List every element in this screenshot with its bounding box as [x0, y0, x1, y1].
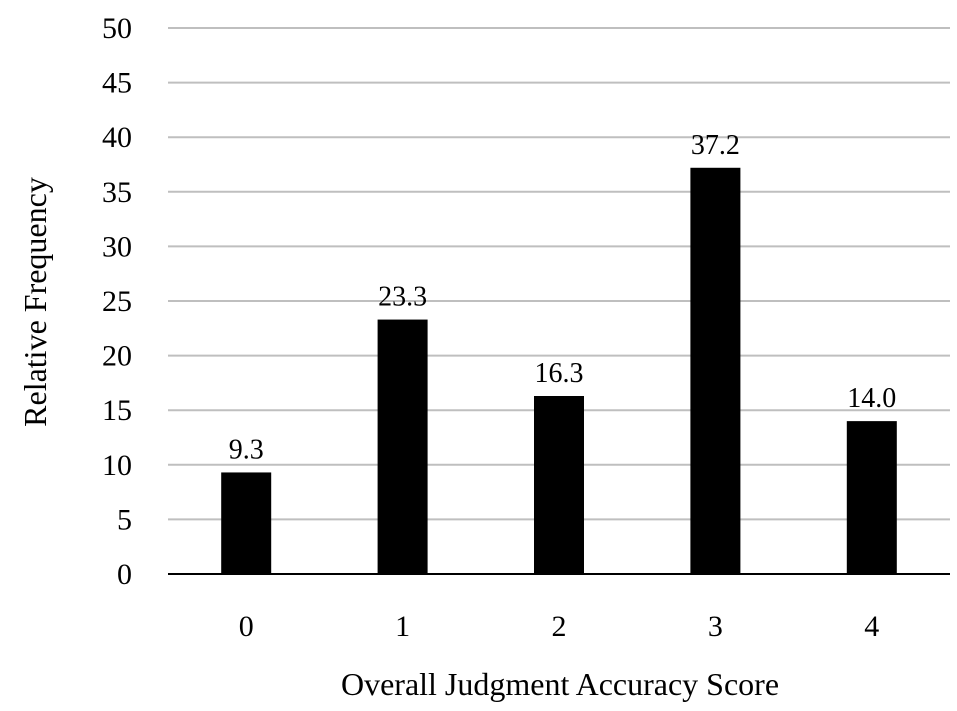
- x-tick-label: 0: [239, 610, 254, 643]
- y-tick-label: 40: [102, 121, 132, 154]
- data-label: 9.3: [229, 434, 264, 465]
- data-labels: 9.3 23.3 16.3 37.2 14.0: [229, 130, 897, 466]
- x-axis-categories: 0 1 2 3 4: [239, 610, 880, 643]
- y-tick-label: 10: [102, 449, 132, 482]
- bar: [534, 396, 584, 574]
- y-tick-label: 20: [102, 340, 132, 373]
- bar: [690, 167, 741, 574]
- bar: [221, 472, 272, 574]
- x-tick-label: 4: [864, 610, 879, 643]
- y-tick-label: 0: [117, 558, 132, 591]
- y-tick-label: 5: [117, 503, 132, 536]
- y-tick-label: 30: [102, 230, 132, 263]
- bar: [377, 319, 428, 574]
- y-axis-title: Relative Frequency: [17, 177, 53, 427]
- bars: [221, 167, 897, 574]
- x-axis-title: Overall Judgment Accuracy Score: [341, 666, 779, 702]
- y-tick-label: 35: [102, 176, 132, 209]
- data-label: 37.2: [691, 130, 740, 161]
- data-label: 16.3: [535, 358, 584, 389]
- y-tick-label: 15: [102, 394, 132, 427]
- bar: [846, 421, 897, 574]
- x-tick-label: 3: [708, 610, 723, 643]
- data-label: 14.0: [847, 383, 896, 414]
- y-tick-label: 25: [102, 285, 132, 318]
- x-tick-label: 2: [552, 610, 567, 643]
- y-tick-label: 45: [102, 67, 132, 100]
- y-axis-ticks: 0 5 10 15 20 25 30 35 40 45 50: [102, 12, 132, 591]
- gridlines: [168, 27, 950, 575]
- x-tick-label: 1: [395, 610, 410, 643]
- data-label: 23.3: [378, 282, 427, 313]
- y-tick-label: 50: [102, 12, 132, 45]
